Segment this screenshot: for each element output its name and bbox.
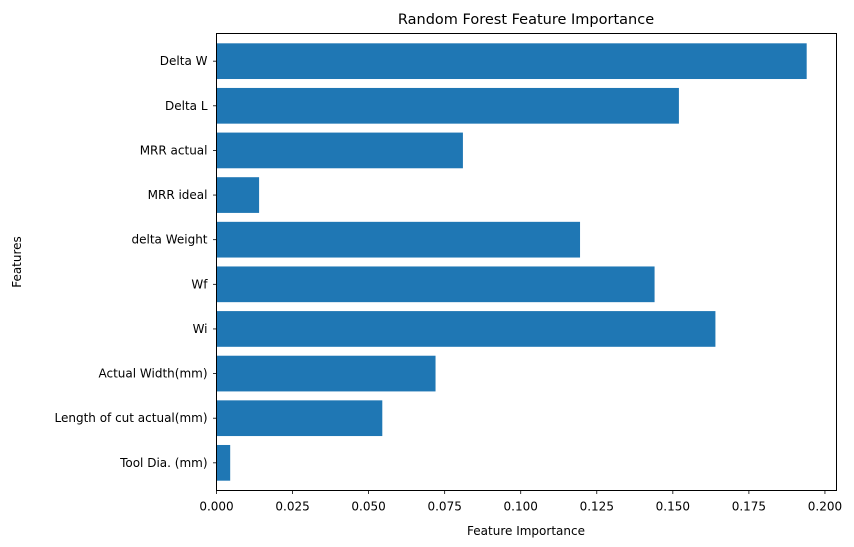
x-tick-label: 0.200	[808, 500, 842, 514]
bar-mrr-ideal	[216, 177, 260, 213]
bars-layer	[216, 43, 807, 481]
y-tick-label: Delta W	[160, 54, 208, 68]
x-tick-label: 0.000	[199, 500, 233, 514]
bar-wi	[216, 311, 716, 347]
y-tick-label: Tool Dia. (mm)	[119, 456, 207, 470]
bar-length-of-cut-actual-mm	[216, 400, 383, 437]
chart-title: Random Forest Feature Importance	[398, 12, 654, 28]
y-tick-label: Length of cut actual(mm)	[55, 411, 208, 425]
y-tick-label: Delta L	[165, 99, 208, 113]
y-axis-label: Features	[10, 236, 24, 288]
bar-delta-weight	[216, 221, 581, 258]
bar-delta-l	[216, 87, 679, 124]
x-tick-label: 0.050	[351, 500, 385, 514]
bar-tool-dia-mm	[216, 444, 231, 481]
x-tick-label: 0.175	[732, 500, 766, 514]
y-tick-label: MRR ideal	[148, 188, 208, 202]
x-tick-label: 0.100	[504, 500, 538, 514]
bar-mrr-actual	[216, 132, 463, 169]
x-ticks: 0.000 0.025 0.050 0.075 0.100 0.125 0.150 0.175…	[199, 490, 842, 514]
y-tick-label: delta Weight	[131, 233, 207, 247]
y-tick-label: MRR actual	[140, 143, 208, 157]
y-tick-label: Actual Width(mm)	[98, 367, 207, 381]
x-tick-label: 0.125	[580, 500, 614, 514]
x-tick-label: 0.150	[656, 500, 690, 514]
bar-actual-width-mm	[216, 355, 436, 392]
plot-frame	[216, 33, 837, 491]
bar-delta-w	[216, 43, 807, 80]
x-axis-label: Feature Importance	[467, 524, 585, 538]
x-tick-label: 0.075	[427, 500, 461, 514]
x-tick-label: 0.025	[275, 500, 309, 514]
y-tick-label: Wi	[193, 322, 208, 336]
y-ticks: Tool Dia. (mm) Length of cut actual(mm) Ac…	[55, 54, 217, 470]
bar-wf	[216, 266, 655, 303]
y-tick-label: Wf	[191, 277, 208, 291]
